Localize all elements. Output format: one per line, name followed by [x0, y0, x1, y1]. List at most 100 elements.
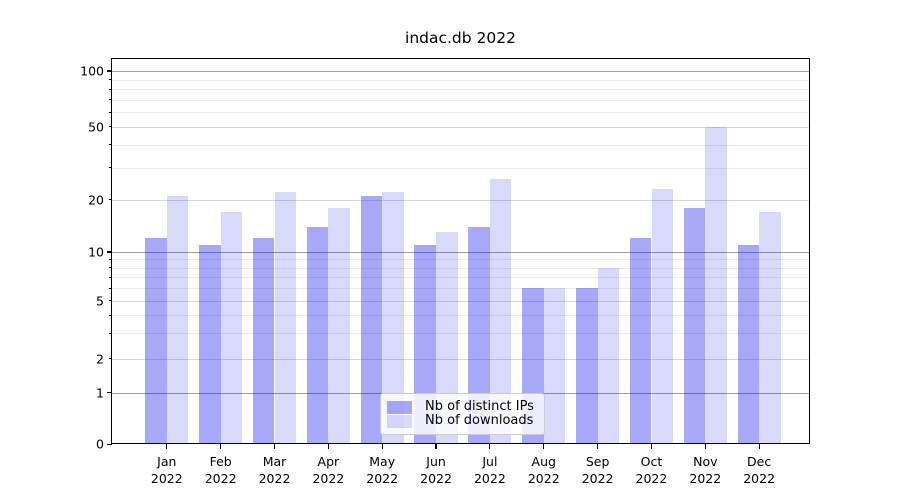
- legend-label-distinct-ips: Nb of distinct IPs: [425, 399, 534, 414]
- legend-label-downloads: Nb of downloads: [425, 413, 534, 428]
- legend-swatch-distinct-ips: [387, 400, 412, 414]
- bar-distinct-ips: [737, 244, 760, 445]
- gridline-minor: [112, 288, 809, 290]
- y-minor-tick-mark: [109, 99, 112, 101]
- bar-distinct-ips: [576, 288, 598, 445]
- bar-distinct-ips: [306, 226, 329, 445]
- gridline-minor: [112, 167, 809, 169]
- y-tick-mark: [107, 443, 112, 445]
- x-tick-mark: [489, 444, 491, 449]
- y-tick-label: 1: [96, 385, 104, 400]
- legend-item-downloads: Nb of downloads: [387, 414, 538, 428]
- y-minor-tick-mark: [109, 111, 112, 113]
- y-tick-mark: [107, 391, 112, 394]
- gridline-minor: [112, 89, 809, 91]
- y-minor-tick-mark: [109, 79, 112, 80]
- y-tick-label: 20: [88, 192, 104, 208]
- y-minor-tick-mark: [109, 332, 112, 334]
- gridline-minor: [112, 144, 809, 146]
- x-tick-label: Mar 2022: [258, 454, 291, 487]
- bar-downloads: [166, 196, 189, 445]
- bar-distinct-ips: [468, 226, 490, 445]
- bar-distinct-ips: [145, 238, 167, 445]
- bar-downloads: [705, 127, 727, 445]
- x-tick-mark: [327, 444, 329, 449]
- legend-swatch-downloads: [387, 414, 412, 428]
- x-tick-label: Aug 2022: [527, 454, 560, 487]
- y-minor-tick-mark: [109, 287, 112, 289]
- legend-item-distinct-ips: Nb of distinct IPs: [387, 400, 538, 414]
- bar-downloads: [328, 207, 350, 445]
- y-minor-tick-mark: [109, 144, 112, 146]
- gridline-labeled-minor: [112, 200, 809, 201]
- gridline-major: [112, 252, 809, 253]
- y-minor-tick-mark: [109, 276, 112, 278]
- bar-distinct-ips: [683, 207, 706, 445]
- gridline-minor: [112, 79, 809, 81]
- x-tick-label: May 2022: [366, 454, 399, 487]
- chart-title: indac.db 2022: [405, 29, 516, 47]
- y-minor-tick-mark: [109, 314, 112, 316]
- legend: Nb of distinct IPs Nb of downloads: [380, 393, 545, 435]
- bar-downloads: [597, 267, 620, 445]
- gridline-minor: [112, 315, 809, 316]
- x-tick-label: Nov 2022: [689, 454, 722, 487]
- y-tick-mark: [107, 70, 112, 72]
- y-tick-label: 50: [88, 119, 104, 135]
- y-tick-label: 5: [96, 293, 104, 309]
- x-tick-mark: [381, 444, 383, 449]
- bar-distinct-ips: [360, 196, 383, 445]
- y-tick-label: 2: [96, 351, 104, 366]
- x-tick-label: Feb 2022: [204, 454, 237, 487]
- x-tick-mark: [704, 444, 706, 449]
- x-tick-label: Sep 2022: [581, 454, 614, 487]
- y-tick-mark: [109, 199, 112, 201]
- gridline-minor: [112, 99, 809, 101]
- bar-distinct-ips: [629, 238, 652, 445]
- y-minor-tick-mark: [109, 258, 112, 260]
- bar-downloads: [436, 232, 458, 445]
- bar-distinct-ips: [252, 238, 275, 445]
- y-minor-tick-mark: [109, 267, 112, 269]
- x-tick-mark: [166, 444, 168, 449]
- y-minor-tick-mark: [109, 167, 112, 169]
- bar-downloads: [382, 192, 404, 445]
- x-tick-mark: [758, 444, 760, 449]
- x-tick-label: Dec 2022: [743, 454, 776, 487]
- y-tick-mark: [109, 300, 112, 302]
- y-tick-mark: [109, 126, 112, 128]
- x-tick-mark: [597, 444, 599, 449]
- gridline-minor: [112, 112, 809, 114]
- bar-downloads: [220, 212, 243, 445]
- gridline-minor: [112, 259, 809, 261]
- gridline-minor: [112, 267, 809, 269]
- y-tick-label: 10: [88, 244, 104, 260]
- y-tick-label: 100: [80, 63, 104, 79]
- y-tick-label: 0: [96, 436, 104, 452]
- x-tick-mark: [650, 444, 653, 449]
- gridline-minor: [112, 277, 809, 279]
- y-tick-mark: [109, 357, 112, 359]
- bar-downloads: [543, 288, 566, 445]
- x-tick-label: Jun 2022: [420, 454, 452, 487]
- bar-distinct-ips: [199, 244, 221, 445]
- x-tick-label: Jan 2022: [150, 454, 183, 487]
- gridline-major: [112, 71, 809, 72]
- gridline-minor: [112, 333, 809, 335]
- gridline-labeled-minor: [112, 301, 809, 302]
- bar-downloads: [759, 212, 781, 445]
- x-tick-mark: [273, 444, 276, 449]
- bar-downloads: [274, 192, 297, 445]
- bar-downloads: [651, 188, 674, 445]
- gridline-labeled-minor: [112, 358, 809, 360]
- y-tick-mark: [107, 251, 112, 253]
- x-tick-label: Oct 2022: [635, 454, 668, 487]
- plot-area: 0 1 2 5 10 20 50 100 Jan 2022 Feb 2022 Mar 2022 Apr 202…: [80, 58, 810, 486]
- x-tick-label: Apr 2022: [312, 454, 345, 487]
- x-tick-mark: [220, 444, 222, 449]
- x-tick-label: Jul 2022: [473, 454, 506, 487]
- y-minor-tick-mark: [109, 88, 112, 90]
- x-tick-mark: [435, 444, 437, 449]
- bar-downloads: [489, 179, 512, 445]
